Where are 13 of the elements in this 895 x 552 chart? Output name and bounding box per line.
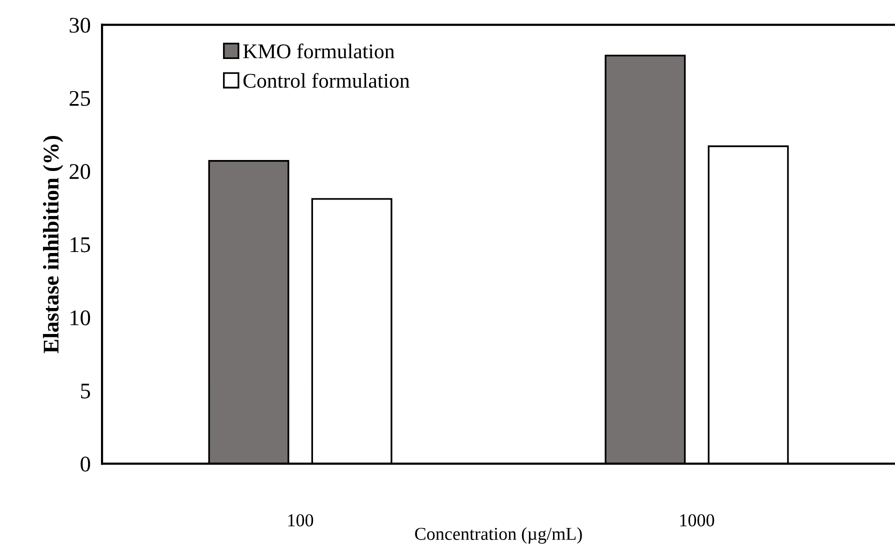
y-tick-label: 10: [70, 310, 90, 326]
y-tick-label: 15: [70, 237, 90, 252]
y-axis-title: Elastase inhibition (%): [42, 136, 64, 354]
y-tick-label: 25: [70, 90, 90, 106]
x-axis-title: Concentration (µg/mL): [415, 527, 582, 544]
y-tick-label: 0: [80, 456, 90, 472]
x-tick-label: 1000: [680, 514, 714, 526]
y-tick-label: 5: [81, 384, 90, 398]
y-tick-label: 20: [70, 164, 90, 180]
y-tick-label: 30: [70, 18, 90, 33]
legend-label: Control formulation: [243, 72, 410, 88]
legend-label: KMO formulation: [243, 44, 394, 58]
x-tick-label: 100: [288, 514, 314, 526]
